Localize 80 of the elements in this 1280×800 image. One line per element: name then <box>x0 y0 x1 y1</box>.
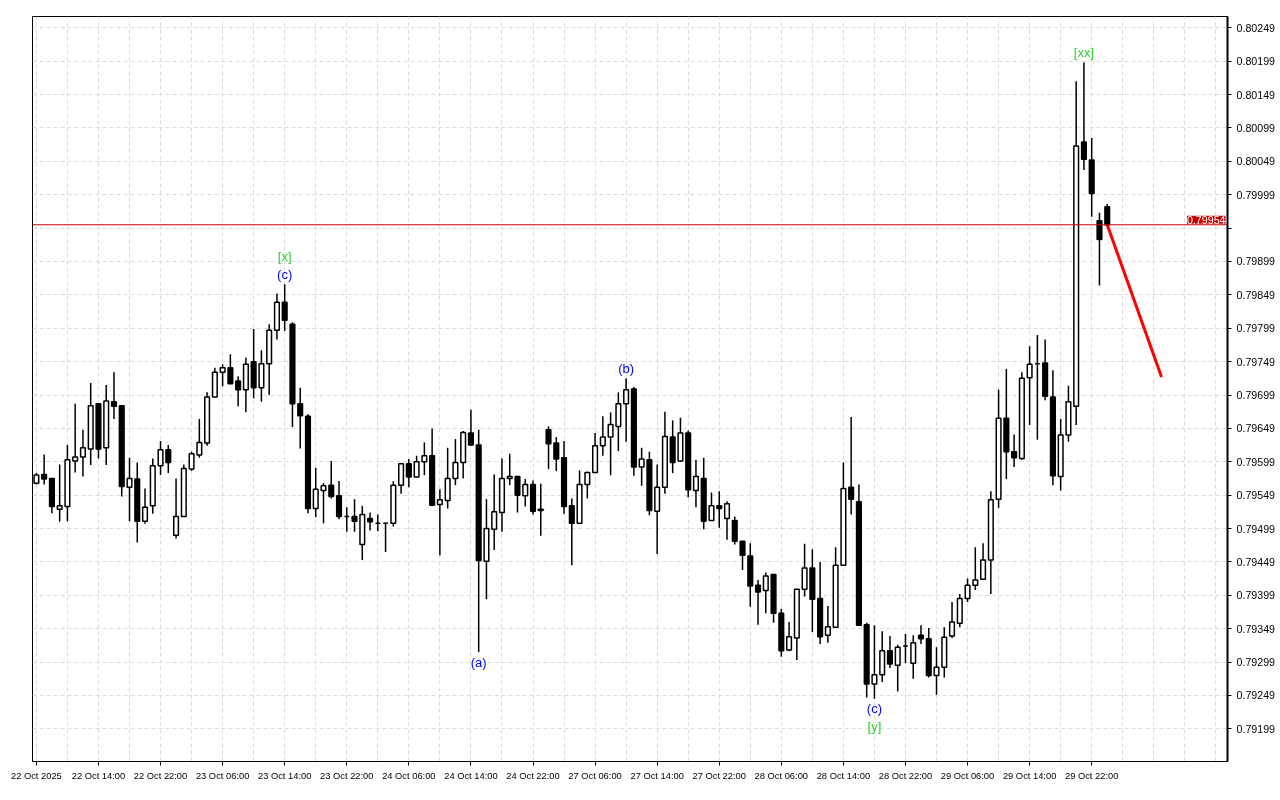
candlestick <box>141 487 149 525</box>
x-tick-label: 27 Oct 14:00 <box>630 770 684 781</box>
y-tick-label: 0.79199 <box>1236 722 1276 735</box>
candlestick <box>41 453 48 486</box>
y-tick-label: 0.79649 <box>1236 422 1276 435</box>
candlestick <box>366 511 374 532</box>
candlestick <box>979 542 987 581</box>
candlestick <box>824 605 831 644</box>
candlestick <box>1011 433 1018 468</box>
annotation: [xx] <box>1073 45 1095 61</box>
candlestick <box>754 579 762 626</box>
candlestick <box>110 371 118 420</box>
x-tick-label: 29 Oct 06:00 <box>940 770 995 781</box>
x-tick-label: 23 Oct 22:00 <box>320 770 374 781</box>
candlestick <box>537 483 544 537</box>
x-tick-label: 29 Oct 22:00 <box>1065 770 1119 781</box>
x-tick-label: 22 Oct 2025 <box>10 770 62 781</box>
candlestick <box>413 455 420 478</box>
ref-line-label: 0.79954 <box>1186 213 1226 226</box>
x-tick-label: 23 Oct 14:00 <box>257 770 312 781</box>
y-tick-label: 0.80049 <box>1236 155 1276 168</box>
candlestick <box>467 408 474 447</box>
candlestick <box>894 643 901 693</box>
x-tick-label: 27 Oct 22:00 <box>692 770 746 781</box>
y-tick-label: 0.79349 <box>1236 622 1276 635</box>
candlestick <box>235 375 242 408</box>
y-tick-label: 0.80249 <box>1236 21 1276 34</box>
x-tick-label: 22 Oct 22:00 <box>133 770 188 781</box>
x-tick-label: 28 Oct 22:00 <box>878 770 933 781</box>
y-tick-label: 0.79249 <box>1236 689 1276 702</box>
x-tick-label: 29 Oct 14:00 <box>1002 770 1057 781</box>
y-tick-label: 0.79849 <box>1236 288 1276 301</box>
annotation: [x] <box>277 248 292 264</box>
candlestick <box>1080 61 1088 171</box>
y-tick-label: 0.79299 <box>1236 656 1276 669</box>
y-tick-label: 0.80199 <box>1236 55 1276 68</box>
y-tick-label: 0.79399 <box>1236 589 1276 602</box>
candlestick <box>692 459 700 508</box>
candlestick <box>623 377 630 443</box>
candlestick <box>281 283 288 332</box>
annotation: (c) <box>866 701 883 717</box>
candlestick <box>398 463 405 495</box>
candlestick <box>79 428 87 478</box>
x-tick-label: 28 Oct 14:00 <box>816 770 871 781</box>
candlestick <box>72 402 79 474</box>
x-tick-label: 27 Oct 06:00 <box>568 770 622 781</box>
candlestick <box>948 601 956 639</box>
candlestick <box>886 635 894 669</box>
y-tick-label: 0.79799 <box>1236 322 1276 335</box>
y-tick-label: 0.79899 <box>1236 255 1276 268</box>
y-tick-label: 0.79599 <box>1236 455 1276 468</box>
candlestick <box>848 416 855 516</box>
annotation: (c) <box>277 266 293 282</box>
x-tick-label: 24 Oct 22:00 <box>506 770 560 781</box>
y-tick-label: 0.79449 <box>1236 555 1276 568</box>
candlestick <box>1026 345 1033 426</box>
candlestick <box>786 621 793 653</box>
x-tick-label: 24 Oct 14:00 <box>444 770 498 781</box>
y-tick-label: 0.80099 <box>1236 121 1276 134</box>
x-tick-label: 22 Oct 14:00 <box>71 770 126 781</box>
y-tick-label: 0.79549 <box>1236 489 1276 502</box>
annotation: (b) <box>618 360 635 376</box>
candlestick <box>421 441 428 476</box>
candlestick <box>172 477 180 540</box>
y-tick-label: 0.80149 <box>1236 88 1276 101</box>
candlestick <box>436 488 443 556</box>
candlestick <box>335 480 343 520</box>
y-tick-label: 0.79999 <box>1236 188 1276 201</box>
candlestick <box>599 415 606 457</box>
candlestick <box>910 634 917 680</box>
y-tick-label: 0.79749 <box>1236 355 1276 368</box>
candlestick <box>405 458 412 488</box>
x-tick-label: 28 Oct 06:00 <box>754 770 809 781</box>
candlestick <box>723 500 731 541</box>
annotation: (a) <box>470 654 487 670</box>
y-tick-label: 0.79499 <box>1236 522 1276 535</box>
y-tick-label: 0.79699 <box>1236 389 1276 402</box>
annotation: [y] <box>867 719 882 735</box>
x-tick-label: 23 Oct 06:00 <box>195 770 250 781</box>
x-tick-label: 24 Oct 06:00 <box>382 770 436 781</box>
